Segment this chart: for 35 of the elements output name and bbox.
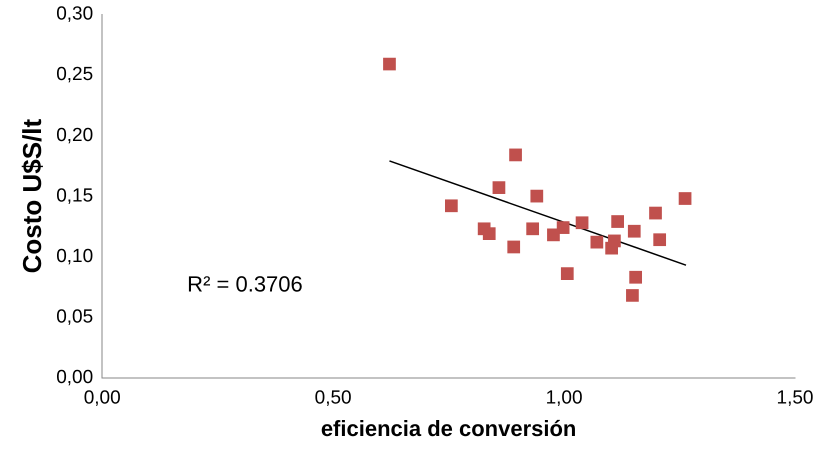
point — [526, 222, 540, 236]
y-tick-label: 0,20 — [56, 124, 94, 146]
point — [653, 233, 666, 246]
point — [492, 181, 506, 194]
x-tick-label: 1,00 — [546, 387, 583, 408]
point — [628, 224, 641, 238]
y-tick-label: 0,10 — [56, 246, 94, 267]
point — [629, 270, 642, 284]
point — [507, 240, 520, 254]
point — [678, 192, 692, 205]
point — [530, 190, 544, 202]
point — [383, 58, 396, 70]
point — [611, 215, 624, 228]
y-tick-label: 0,25 — [56, 64, 94, 86]
point — [556, 221, 570, 234]
y-tick-label: 0,00 — [56, 367, 94, 388]
point — [509, 148, 522, 162]
point — [444, 199, 458, 212]
point — [626, 289, 639, 302]
x-axis-title: eficiencia de conversión — [320, 416, 576, 441]
x-tick-label: 1,50 — [776, 387, 814, 408]
y-axis-title: Costo U$S/lt — [16, 118, 47, 274]
point — [649, 206, 662, 220]
point — [576, 216, 588, 230]
point — [608, 234, 621, 248]
y-tick-label: 0,15 — [56, 185, 94, 206]
y-tick-label: 0,30 — [56, 4, 94, 25]
point — [482, 227, 496, 240]
point — [560, 267, 574, 280]
y-tick-label: 0,05 — [56, 306, 94, 328]
x-tick-label: 0,00 — [84, 387, 121, 408]
annotation: R² = 0.3706 — [187, 271, 303, 296]
x-tick-label: 0,50 — [314, 387, 352, 408]
point — [547, 228, 560, 242]
point — [590, 236, 604, 248]
